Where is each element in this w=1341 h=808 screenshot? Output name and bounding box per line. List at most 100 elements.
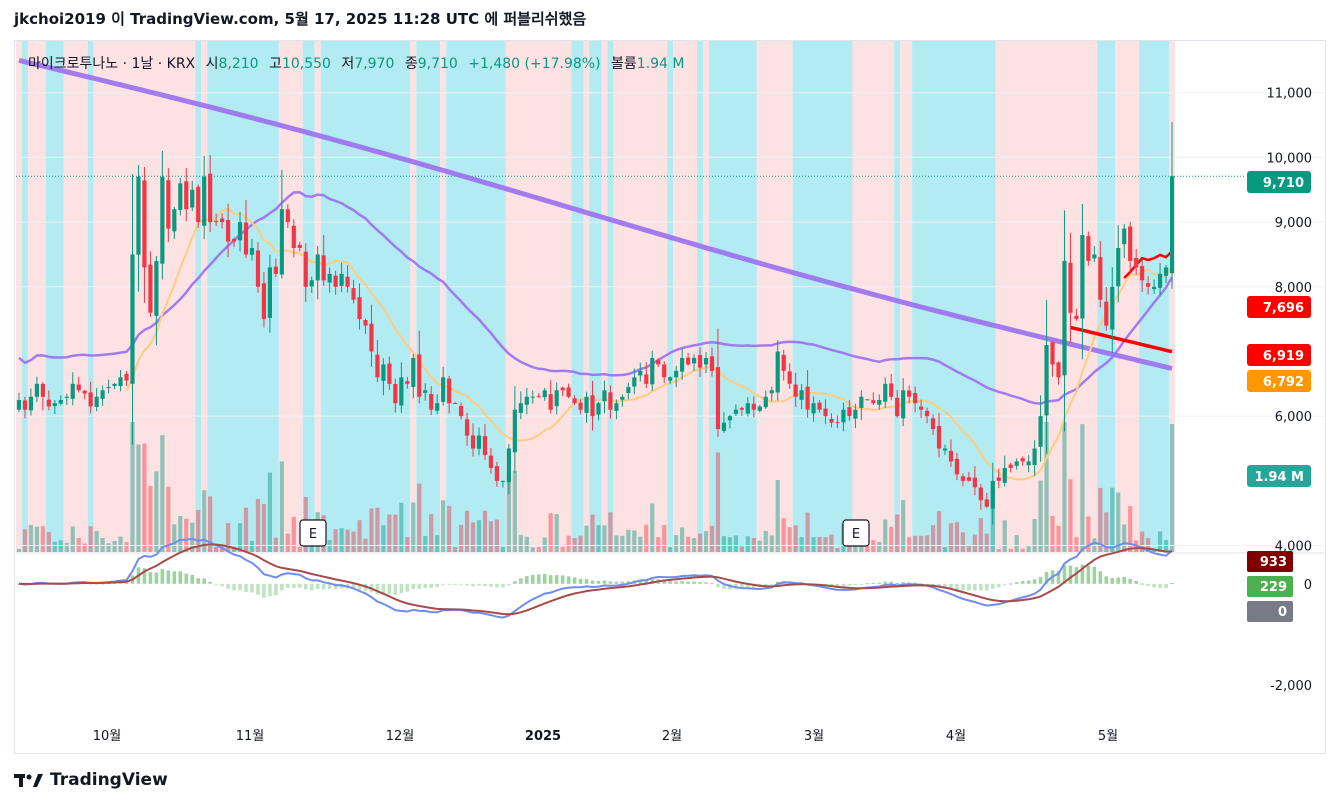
macd-y-tick-label: 0 [1304,578,1312,593]
candle-body [363,320,368,326]
tradingview-logo-icon [14,772,44,788]
macd-histogram-bar [88,583,93,585]
volume-bar [512,470,517,552]
regime-band [63,41,88,552]
y-tick-label: 9,000 [1275,216,1312,231]
macd-histogram-bar [662,580,666,584]
candle-body [703,357,709,365]
candle-body [763,396,768,408]
volume-bar [1169,424,1175,552]
volume-bar [1104,512,1109,552]
volume-bar [399,502,404,552]
volume-bar [907,537,912,552]
candle-body [1014,461,1019,466]
price-tag-text: 7,696 [1263,301,1304,316]
candle-body [1074,315,1079,320]
candle-body [178,183,183,210]
macd-histogram-bar [835,583,840,587]
macd-histogram-bar [674,581,678,584]
volume-bar [584,525,589,552]
macd-histogram-bar [303,583,308,590]
macd-histogram-bar [100,583,105,585]
candle-body [488,455,494,468]
macd-histogram-bar [423,583,428,588]
macd-histogram-bar [268,583,272,597]
macd-histogram-bar [979,583,983,591]
macd-histogram-bar [142,568,147,584]
volume-bar [214,547,219,552]
candle-body [255,250,261,287]
macd-histogram-bar [483,583,487,587]
candle-body [1002,467,1007,483]
volume-bar [1050,515,1055,552]
volume-bar [208,496,213,552]
candle-body [942,448,948,451]
price-tag: 9,710 [1247,171,1311,193]
macd-histogram-bar [907,582,911,584]
volume-bar [733,535,738,552]
candle-body [46,399,51,407]
candle-body [423,390,428,393]
volume-bar [769,535,774,552]
volume-bar [88,526,93,552]
candle-body [435,403,440,411]
volume-bar [1074,537,1079,552]
footer-brand[interactable]: TradingView [14,770,168,790]
candle-body [584,396,589,413]
macd-histogram-bar [710,583,714,585]
candle-body [315,254,320,281]
volume-bar [345,529,350,552]
candle-body [184,181,189,210]
volume-bar [112,540,117,552]
volume-bar [1026,546,1031,552]
macd-tag: 229 [1247,576,1293,597]
macd-tag-box [1247,551,1293,572]
volume-bar [913,535,918,552]
macd-histogram-bar [1146,583,1150,586]
macd-histogram-bar [949,583,953,589]
candle-body [936,425,942,449]
volume-bar [1086,516,1091,552]
price-tag-text: 9,710 [1263,176,1304,191]
macd-histogram-bar [1062,565,1067,584]
macd-histogram-bar [883,581,888,584]
macd-histogram-bar [172,571,177,584]
macd-histogram-bar [763,583,768,586]
volume-tag-box [1247,465,1311,487]
candle-body [64,396,69,398]
candle-body [321,255,326,281]
volume-bar [1032,518,1037,552]
candle-body [220,218,225,223]
macd-histogram-bar [1020,581,1025,584]
candle-body [458,405,464,417]
volume-bar [393,514,398,552]
candle-body [447,378,452,404]
regime-band [667,41,674,552]
volume-bar [757,540,762,552]
candle-body [799,390,804,400]
macd-histogram-bar [937,583,941,588]
legend-close: 9,710 [417,56,458,72]
candle-body [1163,267,1169,276]
regime-band [589,41,602,552]
volume-bar [1014,535,1019,552]
macd-histogram-bar [477,583,481,586]
macd-histogram-bar [286,583,290,589]
macd-histogram-bar [292,583,296,588]
regime-band [16,41,22,552]
candle-body [494,466,500,481]
chart-frame[interactable] [14,40,1326,754]
volume-bar [620,535,625,552]
candle-body [757,406,762,411]
volume-bar [572,538,577,552]
macd-histogram-bar [280,583,284,591]
candle-body [1134,257,1139,268]
candle-body [966,477,971,481]
volume-bar [680,527,685,552]
ma-red-long-line [1070,325,1173,354]
regime-band [505,41,572,552]
volume-bar [1128,506,1133,552]
volume-bar [130,422,135,552]
macd-tag-box [1247,576,1293,597]
